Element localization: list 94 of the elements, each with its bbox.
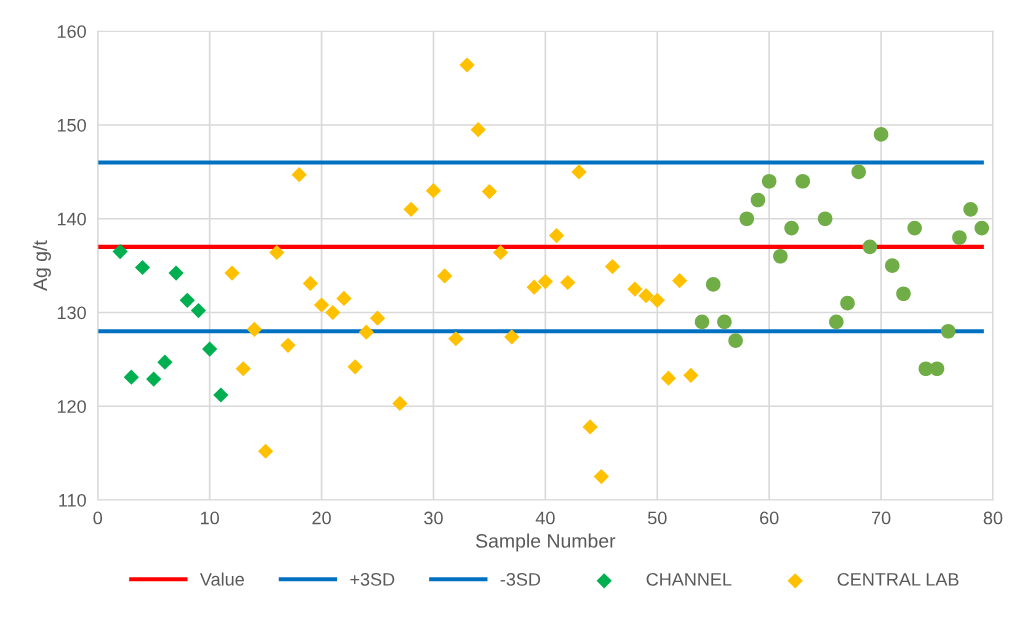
point — [974, 220, 990, 236]
y-tick-label: 150 — [57, 118, 86, 132]
point — [840, 295, 855, 311]
point — [134, 259, 151, 276]
point — [593, 468, 609, 485]
point — [705, 277, 721, 292]
point — [784, 220, 799, 236]
point — [224, 265, 240, 281]
point — [157, 354, 173, 370]
point — [213, 387, 229, 403]
y-tick-label: 160 — [57, 25, 86, 38]
x-tick-label: 10 — [200, 511, 219, 525]
point — [369, 310, 386, 326]
point — [448, 331, 464, 347]
point — [560, 274, 576, 291]
point — [571, 164, 587, 180]
point — [750, 192, 766, 208]
x-axis-title: Sample Number — [476, 533, 616, 552]
point — [773, 248, 788, 264]
point — [717, 314, 732, 330]
legend-label: Value — [199, 572, 244, 586]
point — [280, 337, 296, 353]
point — [146, 371, 162, 387]
legend-label: CHANNEL — [646, 572, 732, 586]
point — [403, 201, 419, 217]
point — [269, 244, 285, 261]
x-tick-label: 70 — [871, 511, 891, 525]
point — [123, 369, 139, 385]
point — [258, 443, 274, 459]
x-tick-label: 50 — [647, 511, 667, 525]
point — [649, 292, 665, 308]
y-axis-title: Ag g/t — [32, 240, 51, 291]
x-tick-label: 20 — [312, 511, 331, 525]
point — [604, 258, 621, 275]
point — [940, 323, 956, 339]
point — [202, 341, 218, 357]
legend-label: +3SD — [350, 572, 395, 586]
point — [437, 268, 453, 284]
point — [481, 183, 498, 200]
point — [862, 239, 878, 255]
point — [548, 228, 565, 244]
point — [168, 265, 184, 281]
point — [672, 273, 688, 289]
point — [392, 395, 408, 412]
legend-label: -3SD — [500, 572, 541, 586]
point — [582, 419, 598, 435]
point — [246, 321, 263, 337]
point — [739, 211, 755, 227]
point — [638, 288, 654, 304]
x-tick-label: 40 — [535, 511, 555, 525]
point — [325, 304, 341, 321]
point — [873, 127, 889, 142]
point — [660, 370, 677, 386]
point — [526, 279, 542, 295]
x-tick-label: 80 — [983, 511, 1003, 525]
point — [347, 359, 363, 375]
point — [851, 164, 866, 180]
point — [683, 367, 699, 383]
point — [504, 329, 520, 345]
point — [537, 273, 553, 290]
point — [761, 173, 777, 189]
point — [884, 258, 900, 273]
point — [896, 286, 911, 302]
point — [470, 122, 486, 138]
point — [302, 275, 318, 292]
point — [336, 290, 352, 307]
point — [190, 303, 207, 319]
point — [179, 292, 195, 308]
point — [112, 243, 128, 260]
point — [952, 230, 967, 245]
point — [728, 333, 743, 348]
point — [235, 361, 251, 377]
point — [627, 281, 643, 297]
y-tick-label: 120 — [57, 400, 86, 413]
point — [817, 211, 833, 227]
point — [907, 220, 922, 236]
point — [291, 167, 307, 183]
y-tick-label: 110 — [59, 493, 86, 507]
point — [929, 361, 945, 377]
point — [795, 173, 811, 189]
x-tick-label: 30 — [424, 511, 443, 525]
point — [425, 183, 442, 199]
y-tick-label: 140 — [57, 212, 86, 226]
point — [493, 244, 509, 261]
legend-label: CENTRAL LAB — [837, 572, 959, 586]
point — [963, 202, 978, 217]
point — [829, 314, 844, 330]
x-tick-label: 0 — [93, 511, 103, 525]
point — [694, 314, 710, 330]
y-tick-label: 130 — [57, 306, 86, 320]
point — [459, 57, 475, 73]
point — [358, 324, 374, 340]
point — [313, 297, 330, 313]
x-tick-label: 60 — [760, 511, 779, 525]
